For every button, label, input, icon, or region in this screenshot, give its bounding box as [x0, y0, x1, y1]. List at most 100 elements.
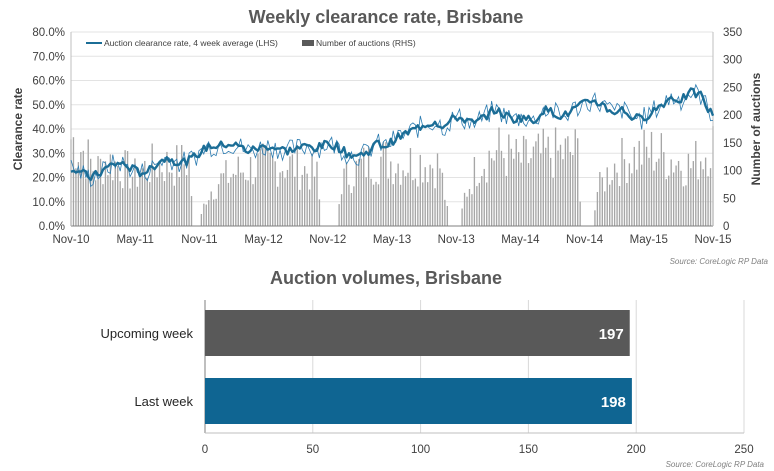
- auction-count-bar: [109, 154, 112, 226]
- volume-bar: [205, 378, 632, 424]
- auction-count-bar: [304, 166, 306, 226]
- chart1-gridlines: [71, 31, 713, 203]
- auction-count-bar: [601, 177, 603, 226]
- auction-count-bar: [599, 172, 601, 226]
- auction-count-bar: [604, 191, 606, 226]
- chart1-right-tick-label: 50: [723, 193, 736, 205]
- auction-count-bar: [134, 158, 136, 226]
- auction-count-bar: [439, 168, 441, 226]
- auction-count-bar: [510, 148, 512, 226]
- auction-count-bar: [208, 200, 210, 226]
- auction-count-bar: [240, 172, 242, 226]
- auction-count-bar: [306, 173, 308, 226]
- bar-value-label: 197: [599, 326, 624, 343]
- legend-bar-swatch: [302, 40, 314, 46]
- auction-count-bar: [404, 176, 407, 226]
- chart1-x-tick-label: Nov-12: [309, 234, 346, 246]
- auction-count-bar: [409, 148, 412, 226]
- auction-count-bar: [102, 184, 104, 226]
- auction-count-bar: [522, 135, 525, 226]
- auction-count-bar: [422, 182, 424, 226]
- auction-count-bar: [163, 181, 166, 226]
- auction-count-bar: [481, 176, 483, 226]
- auction-count-bar: [419, 154, 421, 226]
- auction-count-bar: [648, 157, 650, 226]
- auction-count-bar: [385, 142, 387, 226]
- auction-count-bar: [94, 180, 97, 226]
- auction-count-bar: [495, 150, 498, 226]
- auction-count-bar: [441, 172, 444, 226]
- auction-count-bar: [173, 185, 175, 226]
- auction-count-bar: [407, 172, 409, 226]
- auction-count-bar: [358, 159, 360, 226]
- auction-count-bar: [291, 154, 294, 226]
- chart1-left-tick-label: 30.0%: [32, 148, 65, 160]
- auction-count-bar: [650, 131, 653, 226]
- auction-count-bar: [348, 184, 350, 226]
- auction-count-bar: [626, 183, 628, 226]
- auction-count-bar: [645, 146, 648, 226]
- auction-count-bar: [567, 136, 569, 226]
- auction-count-bar: [185, 175, 188, 226]
- legend-clearance-rate: Auction clearance rate, 4 week average (…: [104, 38, 278, 48]
- auction-count-bar: [151, 143, 153, 226]
- auction-count-bar: [579, 201, 581, 226]
- auction-count-bar: [668, 175, 670, 226]
- auction-count-bar: [695, 140, 697, 226]
- auction-count-bar: [594, 210, 596, 226]
- auction-count-bar: [618, 186, 621, 226]
- chart1-left-tick-label: 50.0%: [32, 100, 65, 112]
- auction-count-bar: [549, 157, 552, 226]
- chart2-x-tick-label: 200: [627, 444, 646, 456]
- auction-count-bar: [244, 179, 247, 226]
- chart1-x-tick-label: Nov-13: [438, 234, 475, 246]
- auction-count-bar: [545, 147, 547, 226]
- auction-count-bar: [702, 169, 704, 226]
- auction-count-bar: [395, 173, 397, 226]
- chart1-x-tick-labels: Nov-10 May-11 Nov-11 May-12 Nov-12 May-13 Nov-…: [52, 234, 731, 246]
- auction-count-bar: [235, 174, 237, 226]
- auction-count-bar: [82, 150, 84, 226]
- chart1-left-tick-label: 80.0%: [32, 27, 65, 39]
- auction-count-bar: [131, 176, 134, 226]
- auction-count-bar: [434, 188, 436, 226]
- category-label: Upcoming week: [101, 326, 194, 341]
- auction-count-bar: [249, 157, 252, 226]
- auction-count-bar: [444, 199, 446, 226]
- auction-count-bar: [436, 153, 439, 226]
- chart1-left-tick-label: 60.0%: [32, 76, 65, 88]
- auction-count-bar: [596, 191, 599, 226]
- auction-count-bar: [203, 203, 205, 226]
- auction-count-bar: [692, 161, 694, 226]
- auction-count-bar: [299, 189, 301, 226]
- auction-count-bar: [168, 172, 171, 226]
- chart2-x-tick-label: 100: [411, 444, 430, 456]
- chart1-right-tick-label: 250: [723, 82, 742, 94]
- auction-count-bar: [237, 156, 239, 226]
- auction-count-bar: [232, 173, 235, 226]
- auction-count-bar: [426, 182, 429, 226]
- auction-count-bar: [144, 160, 146, 226]
- auction-count-bar: [242, 172, 244, 226]
- auction-count-bar: [262, 143, 264, 226]
- auction-count-bar: [653, 170, 655, 226]
- auction-count-bar: [75, 168, 77, 226]
- auction-count-bar: [621, 137, 623, 226]
- auction-count-bar: [390, 161, 392, 226]
- auction-count-bar: [417, 186, 419, 226]
- auction-count-bar: [392, 184, 394, 226]
- auction-count-bar: [463, 192, 466, 226]
- auction-count-bar: [161, 172, 163, 226]
- chart1-left-tick-label: 20.0%: [32, 173, 65, 185]
- auction-count-bar: [117, 165, 119, 226]
- auction-count-bar: [372, 184, 375, 226]
- auction-count-bar: [104, 161, 107, 226]
- auction-count-bar: [126, 151, 129, 226]
- auction-count-bar: [212, 199, 215, 226]
- auction-count-bar: [655, 161, 658, 226]
- auction-count-bar: [505, 175, 508, 226]
- auction-count-bar: [685, 185, 687, 226]
- auction-count-bar: [424, 167, 426, 226]
- auction-count-bar: [340, 194, 343, 226]
- chart1-x-tick-label: May-13: [373, 234, 411, 246]
